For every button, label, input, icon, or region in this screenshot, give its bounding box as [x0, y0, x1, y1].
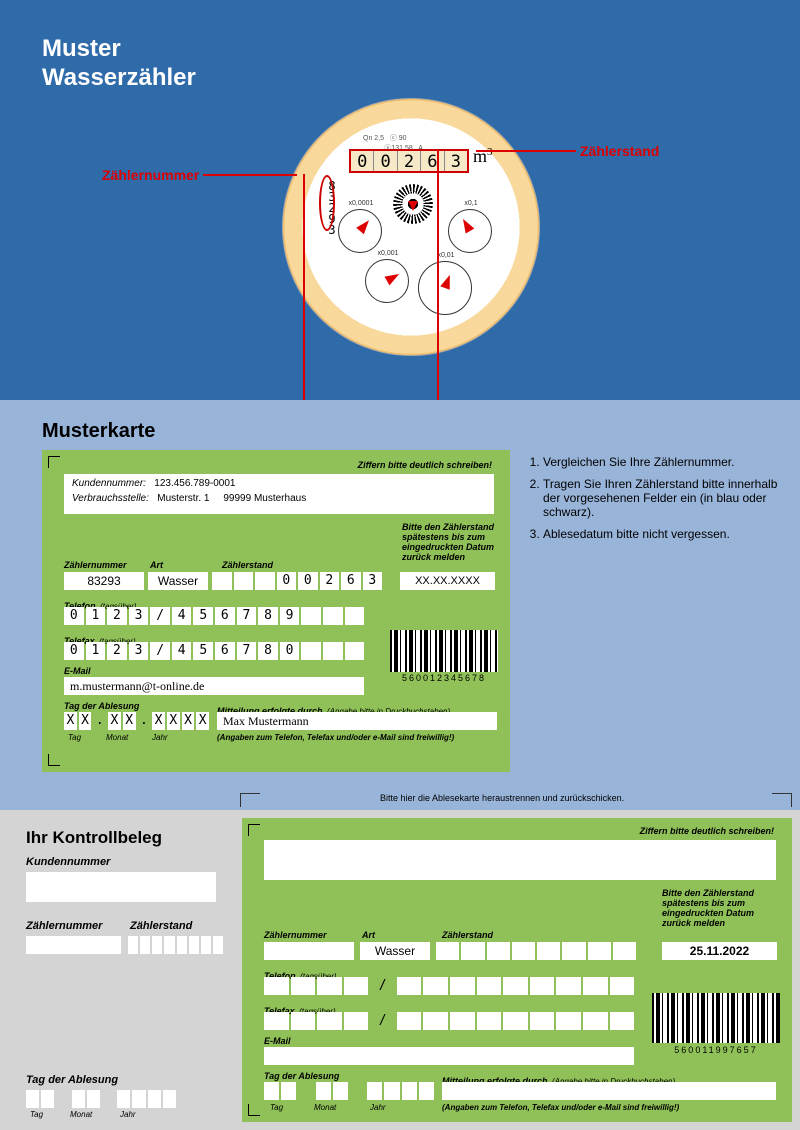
- c2-zs-cells: [436, 942, 636, 960]
- instruction-item: Ablesedatum bitte nicht vergessen.: [543, 527, 790, 541]
- muster-card: Ziffern bitte deutlich schreiben! Kunden…: [42, 450, 510, 772]
- instruction-item: Vergleichen Sie Ihre Zählernummer.: [543, 455, 790, 469]
- mitteilung-value: Max Mustermann: [217, 712, 497, 730]
- meter-dial: x0,1: [448, 209, 492, 253]
- c2-art-box: Wasser: [360, 942, 430, 960]
- crop-mark: [48, 456, 60, 468]
- barcode-icon: [390, 630, 498, 672]
- email-value: m.mustermann@t-online.de: [64, 677, 364, 695]
- barcode-icon: [652, 993, 780, 1043]
- meter-dial: x0,001: [365, 259, 409, 303]
- red-connector: [203, 174, 297, 176]
- meter-face: Qn 2,5 ⓒ 90 ⓔ131.58 A 0 0 2 6 3 m3 83293…: [313, 129, 511, 327]
- col-zn: Zählernummer: [64, 560, 127, 570]
- crop-mark: [248, 1104, 260, 1116]
- val-art: Wasser: [148, 572, 208, 590]
- val-date: XX.XX.XXXX: [400, 572, 495, 590]
- val-zn: 83293: [64, 572, 144, 590]
- meter-dial: x0,01: [418, 261, 472, 315]
- c2-zn-box: [264, 942, 354, 960]
- counter-digit: 0: [374, 151, 397, 171]
- tear-label: Bitte hier die Ablesekarte heraustrennen…: [380, 793, 624, 803]
- counter-digit: 0: [351, 151, 374, 171]
- kb-zn-label: Zählernummer: [26, 920, 102, 932]
- page-title: Muster Wasserzähler: [42, 35, 196, 93]
- annotation-zaehlerstand: Zählerstand: [580, 143, 659, 159]
- meter-sun-dial: [393, 184, 433, 224]
- c2-telefax-cells: /: [264, 1012, 634, 1030]
- red-connector: [476, 150, 576, 152]
- counter-digit: 2: [398, 151, 421, 171]
- col-zs: Zählerstand: [222, 560, 273, 570]
- telefon-cells: 0123/456789: [64, 607, 364, 625]
- hint-ziffern: Ziffern bitte deutlich schreiben!: [640, 826, 774, 836]
- ablese-card: Ziffern bitte deutlich schreiben! Bitte …: [242, 818, 792, 1122]
- title-line2: Wasserzähler: [42, 64, 196, 91]
- c2-date-cells: [264, 1082, 434, 1100]
- col-art: Art: [150, 560, 163, 570]
- c2-telefon-cells: /: [264, 977, 634, 995]
- kb-kundennr-label: Kundennummer: [26, 856, 110, 868]
- instructions-list: Vergleichen Sie Ihre Zählernummer. Trage…: [525, 455, 790, 549]
- crop-mark: [48, 754, 60, 766]
- tear-bracket: [240, 793, 260, 807]
- deadline-hint: Bitte den Zählerstand spätestens bis zum…: [402, 522, 502, 562]
- title-line1: Muster: [42, 35, 121, 62]
- val-zs-cells: 00263: [212, 572, 382, 590]
- deadline-hint: Bitte den Zählerstand spätestens bis zum…: [662, 888, 777, 928]
- c2-mitteilung-box: [442, 1082, 776, 1100]
- email-label: E-Mail: [64, 666, 91, 676]
- telefax-cells: 0123/456780: [64, 642, 364, 660]
- musterkarte-title: Musterkarte: [42, 420, 155, 443]
- meter-dial: x0,0001: [338, 209, 382, 253]
- ablesung-cells: XX.XX.XXXX: [64, 712, 209, 730]
- kb-zs-label: Zählerstand: [130, 920, 192, 932]
- kb-kundennr-box: [26, 872, 216, 902]
- hint-ziffern: Ziffern bitte deutlich schreiben!: [358, 460, 492, 470]
- barcode-number: 560012345678: [390, 673, 498, 683]
- instruction-item: Tragen Sie Ihren Zählerstand bitte inner…: [543, 477, 790, 519]
- annotation-zaehlernummer: Zählernummer: [102, 167, 199, 183]
- counter-digit: 6: [421, 151, 444, 171]
- meter-counter: 0 0 2 6 3: [349, 149, 469, 173]
- c2-date: 25.11.2022: [662, 942, 777, 960]
- c2-email-box: [264, 1047, 634, 1065]
- kb-date-cells: [26, 1090, 176, 1108]
- water-meter: Qn 2,5 ⓒ 90 ⓔ131.58 A 0 0 2 6 3 m3 83293…: [282, 98, 540, 356]
- customer-box: Kundennummer: 123.456.789-0001 Verbrauch…: [64, 474, 494, 514]
- serial-highlight: [319, 175, 335, 231]
- tear-bracket: [772, 793, 792, 807]
- kb-zn-box: [26, 936, 121, 954]
- crop-mark: [248, 824, 260, 836]
- counter-digit: 3: [445, 151, 467, 171]
- kontrollbeleg-title: Ihr Kontrollbeleg: [26, 828, 162, 848]
- customer-box-empty: [264, 840, 776, 880]
- kb-zs-cells: [128, 936, 223, 954]
- barcode-number: 560011997657: [652, 1045, 780, 1055]
